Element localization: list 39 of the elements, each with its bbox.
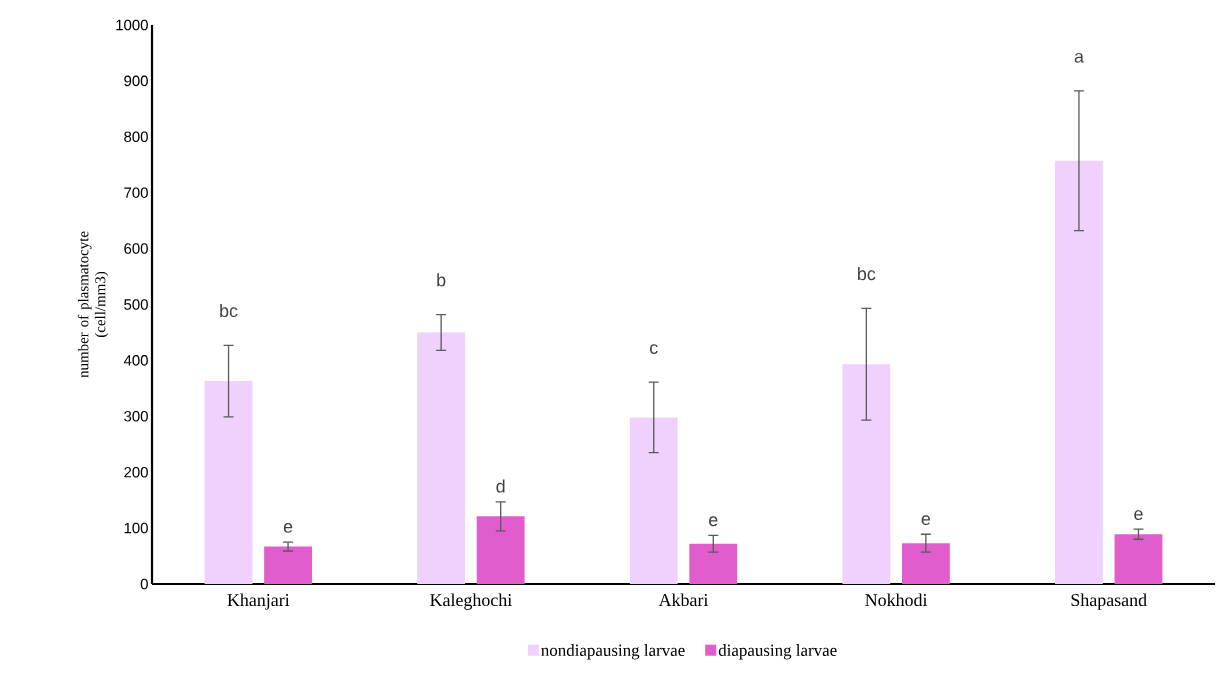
annotation: c [650,344,658,354]
annotation: b [437,273,446,287]
x-tick-label: Nokhodi [865,593,928,607]
legend-label: nondiapausing larvae [541,644,685,660]
y-tick-label: 500 [124,299,148,310]
bar [204,381,253,584]
y-tick-label: 600 [124,243,148,254]
legend-label: diapausing larvae [718,644,837,660]
x-tick-label: Shapasand [1071,593,1147,610]
y-tick-label: 900 [124,75,148,87]
annotation: e [283,523,293,533]
annotation: e [1134,510,1143,520]
y-tick-label: 100 [124,522,148,534]
y-tick-label: 400 [123,355,148,366]
bar [264,546,312,584]
y-tick-label: 1000 [116,19,148,31]
y-tick-label: 0 [140,578,148,590]
bar [1114,534,1163,584]
bar [629,417,678,584]
y-tick-label: 800 [124,131,148,143]
annotation: d [496,479,505,493]
y-tick-label: 700 [124,187,148,198]
bar [901,543,950,584]
annotation: e [921,515,931,526]
y-axis-title: number of plasmatocyte (cell/mm3) [77,231,109,378]
annotation: bc [858,267,876,281]
annotation: bc [220,303,238,318]
annotation: a [1074,52,1084,63]
y-tick-label: 200 [124,466,148,478]
x-tick-label: Khanjari [227,593,290,610]
bar [842,364,891,584]
x-tick-label: Kaleghochi [430,593,512,610]
bar [476,516,525,584]
annotation: e [709,516,718,527]
y-tick-label: 300 [124,410,148,422]
bar [689,543,738,584]
bar [1055,160,1103,584]
bar [417,332,466,584]
x-tick-label: Akbari [658,593,709,607]
